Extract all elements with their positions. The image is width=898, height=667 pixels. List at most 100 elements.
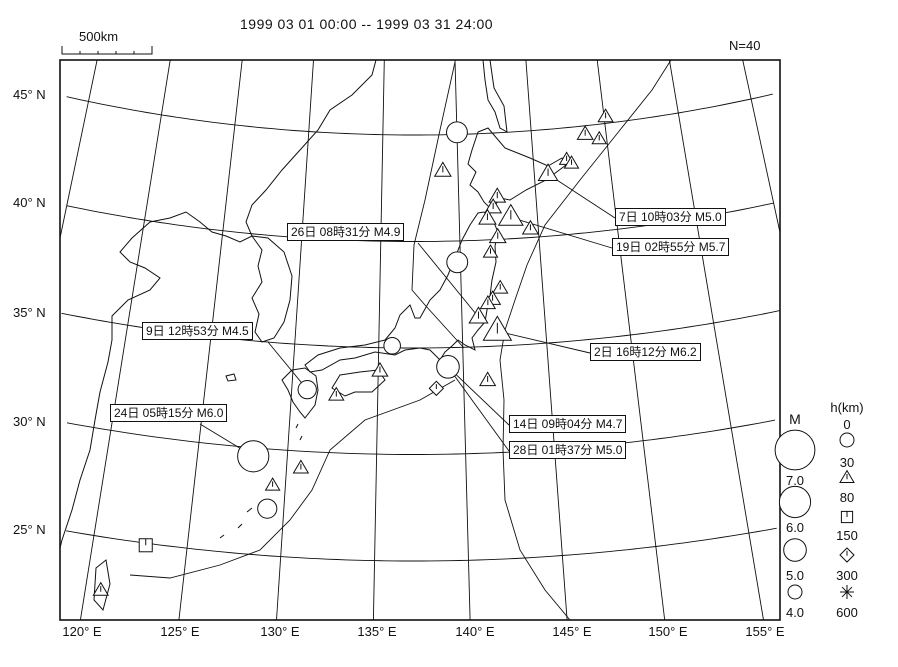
- lon-label-135: 135° E: [357, 624, 397, 639]
- leader-line: [547, 173, 616, 219]
- leader-line: [510, 216, 613, 249]
- circle-symbol-icon: [436, 355, 460, 379]
- event-marker: [521, 219, 540, 235]
- event-marker: [482, 315, 513, 341]
- parallel-25: [66, 527, 777, 562]
- lat-label-40: 40° N: [13, 195, 46, 210]
- legend-mag-5-circle: [783, 538, 807, 562]
- event-marker: [563, 155, 580, 169]
- event-marker: [491, 279, 509, 294]
- leader-line: [447, 366, 510, 426]
- event-marker: [383, 336, 401, 355]
- map-frame: [59, 59, 781, 621]
- legend-depth-title: h(km): [830, 400, 864, 415]
- circle-symbol-icon: [237, 440, 270, 473]
- meridian-130: [276, 60, 314, 620]
- legend-mag-6: 6.0: [785, 520, 805, 535]
- coast-kyushu: [281, 367, 319, 419]
- legend-depth-80: 80: [839, 490, 855, 505]
- event-marker: [497, 203, 524, 226]
- leader-line: [417, 242, 479, 318]
- meridian-145: [525, 60, 568, 620]
- event-marker: [297, 380, 317, 400]
- lon-label-140: 140° E: [455, 624, 495, 639]
- circle-symbol-icon: [783, 538, 807, 562]
- leader-line: [267, 341, 308, 390]
- legend-depth-square: [840, 510, 854, 524]
- event-label: 24日 05時15分 M6.0: [110, 404, 228, 422]
- event-marker: [92, 581, 110, 596]
- event-marker: [138, 538, 153, 553]
- graticule: [60, 60, 780, 620]
- parallel-45: [66, 93, 773, 136]
- period-title: 1999 03 01 00:00 -- 1999 03 31 24:00: [240, 16, 494, 32]
- meridian-135: [372, 60, 385, 620]
- lat-label-35: 35° N: [13, 305, 46, 320]
- event-label: 7日 10時03分 M5.0: [615, 208, 726, 226]
- event-label: 2日 16時12分 M6.2: [590, 343, 701, 361]
- coast-mainland: [60, 60, 377, 549]
- legend-magnitude-title: M: [789, 411, 801, 427]
- event-marker: [488, 187, 507, 203]
- legend-mag-7-circle: [774, 429, 816, 471]
- asterisk-stroke: [841, 586, 853, 598]
- legend-depth-150: 150: [836, 528, 858, 543]
- event-marker: [468, 306, 489, 324]
- circle-symbol-icon: [383, 336, 401, 355]
- coast-hokkaido: [467, 127, 567, 211]
- event-label: 26日 08時31分 M4.9: [287, 223, 405, 241]
- legend-depth-circle: [839, 432, 855, 448]
- event-label: 9日 12時53分 M4.5: [142, 322, 253, 340]
- circle-symbol-icon: [446, 251, 469, 274]
- meridian-155: [668, 60, 764, 620]
- event-marker: [264, 477, 281, 491]
- event-marker: [237, 440, 270, 473]
- legend-depth-asterisk: [840, 585, 854, 599]
- event-marker: [446, 121, 468, 144]
- lat-label-30: 30° N: [13, 414, 46, 429]
- legend-depth-300: 300: [836, 568, 858, 583]
- circle-symbol-icon: [774, 429, 816, 471]
- event-marker: [591, 130, 608, 145]
- event-count: N=40: [729, 38, 761, 53]
- lon-label-145: 145° E: [552, 624, 592, 639]
- event-marker: [371, 361, 389, 377]
- event-marker: [433, 161, 452, 177]
- event-marker: [478, 208, 497, 225]
- event-marker: [482, 244, 499, 258]
- legend-depth-triangle: [839, 469, 855, 484]
- event-marker: [488, 227, 507, 244]
- event-label: 14日 09時04分 M4.7: [509, 415, 627, 433]
- circle-symbol-icon: [257, 498, 278, 519]
- event-marker: [576, 125, 594, 140]
- event-symbols: [92, 108, 614, 596]
- legend-depth-diamond: [839, 547, 855, 563]
- coast-honshu: [304, 211, 499, 373]
- event-marker: [479, 295, 497, 310]
- circle-symbol-icon: [778, 485, 812, 519]
- lon-label-120: 120° E: [62, 624, 102, 639]
- leader-line: [497, 330, 591, 354]
- coast-korea: [250, 235, 293, 343]
- legend-depth-30: 30: [839, 455, 855, 470]
- event-marker: [428, 380, 445, 397]
- event-marker: [292, 459, 310, 474]
- coast-jeju: [225, 373, 237, 382]
- event-marker: [446, 251, 469, 274]
- legend-depth-0: 0: [843, 417, 851, 432]
- legend-mag-5: 5.0: [785, 568, 805, 583]
- event-marker: [328, 386, 345, 401]
- circle-symbol-icon: [839, 432, 855, 448]
- parallel-30: [66, 419, 776, 455]
- event-marker: [537, 163, 559, 181]
- legend-mag-6-circle: [778, 485, 812, 519]
- leader-line: [447, 366, 510, 452]
- circle-symbol-icon: [787, 584, 803, 600]
- scale-bar-label: 500km: [79, 29, 119, 44]
- plate-boundaries: [129, 60, 672, 620]
- legend-depth-600: 600: [836, 605, 858, 620]
- event-marker: [484, 198, 503, 214]
- scale-bar: [61, 46, 153, 55]
- lon-label-150: 150° E: [648, 624, 688, 639]
